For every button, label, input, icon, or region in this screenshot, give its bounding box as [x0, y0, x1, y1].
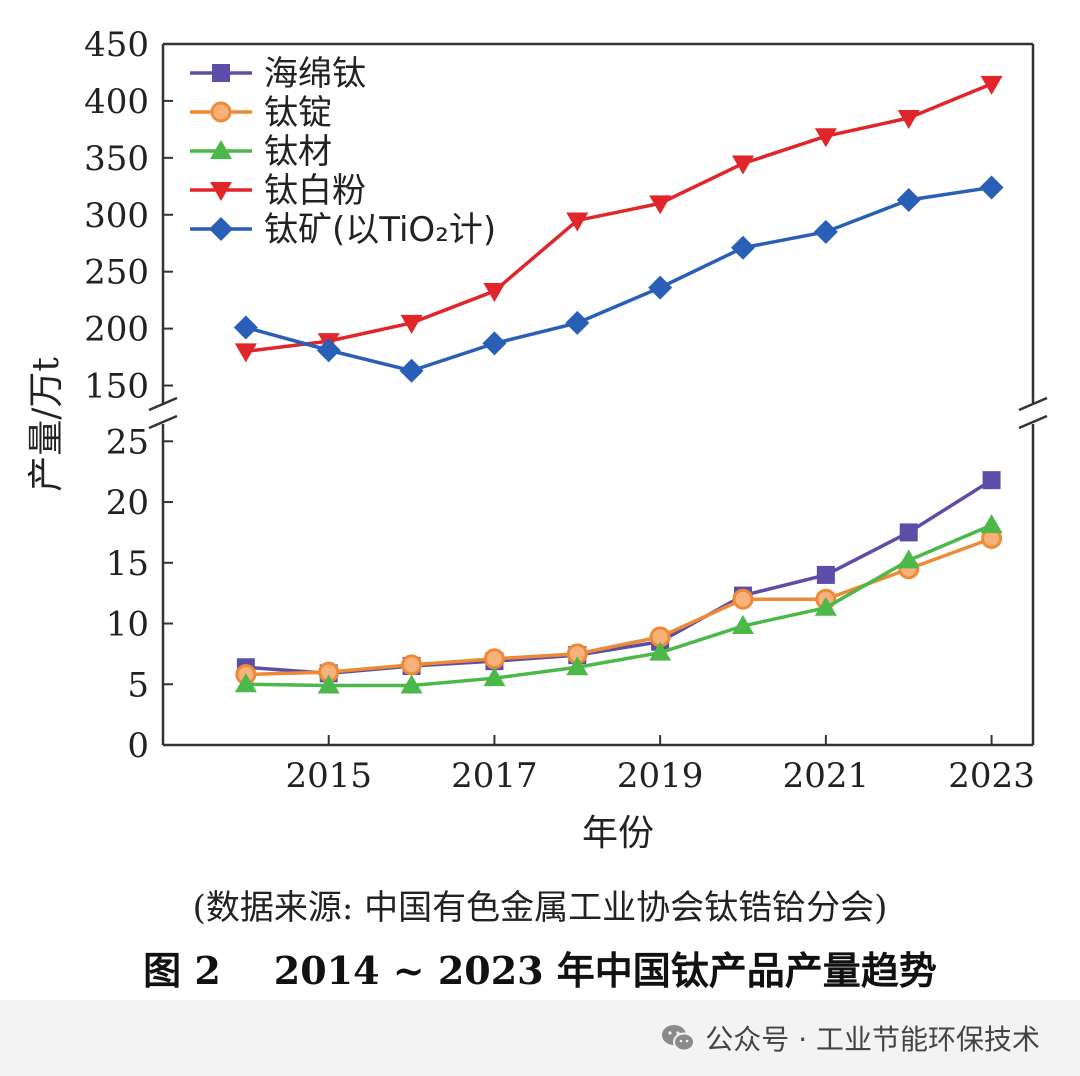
x-tick-label: 2023 — [948, 756, 1035, 796]
data-point — [814, 128, 837, 148]
data-point — [565, 310, 590, 335]
data-point — [210, 182, 232, 201]
legend-label: 海绵钛 — [264, 54, 366, 94]
legend-label: 钛材 — [264, 132, 332, 172]
data-point — [897, 549, 920, 569]
source-note: (数据来源: 中国有色金属工业协会钛锆铪分会) — [192, 888, 888, 928]
y-tick-label-lower: 10 — [106, 605, 149, 645]
data-point — [982, 471, 1001, 490]
y-tick-label-upper: 350 — [84, 139, 149, 179]
data-point — [732, 614, 754, 634]
y-tick-label-lower: 0 — [127, 726, 149, 766]
data-point — [400, 674, 423, 694]
axis-break-right-b — [1018, 414, 1048, 430]
data-point — [813, 219, 838, 244]
y-tick-label-lower: 25 — [106, 422, 149, 462]
data-point — [979, 175, 1004, 200]
data-point — [816, 565, 835, 584]
footer-bar: 公众号 · 工业节能环保技术 — [0, 1000, 1080, 1076]
chart: 150 200 250 300 350 400 450 0 5 10 15 20 25 2015 2017 2… — [26, 25, 1048, 854]
y-tick-label-upper: 250 — [84, 253, 149, 293]
legend-item: 钛白粉 — [190, 171, 366, 211]
data-point — [401, 654, 423, 676]
data-point — [400, 314, 423, 334]
axis-break-right-a — [1018, 396, 1048, 412]
y-tick-label-lower: 15 — [106, 544, 149, 584]
data-point — [234, 343, 257, 363]
series-line — [245, 82, 993, 354]
data-point — [483, 283, 506, 303]
legend-label: 钛白粉 — [264, 171, 366, 211]
legend-item: 海绵钛 — [190, 54, 366, 94]
series-line — [245, 523, 993, 688]
y-tick-label-upper: 400 — [84, 82, 149, 122]
series-line — [245, 536, 993, 677]
data-point — [649, 195, 672, 215]
data-point — [899, 523, 918, 542]
data-point — [980, 514, 1003, 534]
data-point — [897, 110, 920, 129]
data-point — [212, 64, 230, 82]
y-axis-title: 产量/万t — [26, 357, 67, 492]
x-tick-label: 2015 — [285, 756, 372, 796]
data-point — [980, 75, 1003, 95]
legend-label: 钛矿(以TiO₂计) — [264, 210, 496, 250]
data-point — [649, 641, 672, 661]
y-tick-label-upper: 150 — [84, 367, 149, 407]
data-point — [814, 596, 837, 616]
wechat-icon — [662, 1025, 696, 1052]
legend-item: 钛矿(以TiO₂计) — [190, 210, 496, 250]
data-point — [317, 674, 340, 694]
data-point — [233, 315, 258, 340]
x-tick-label: 2021 — [783, 756, 870, 796]
axis-break-left-b — [148, 414, 178, 430]
legend-label: 钛锭 — [264, 93, 332, 133]
data-point — [566, 656, 589, 676]
data-point — [566, 212, 589, 232]
data-point — [483, 667, 506, 687]
y-tick-label-lower: 5 — [127, 665, 149, 705]
axis-break-left-a — [148, 396, 178, 412]
x-tick-label: 2019 — [617, 756, 704, 796]
footer-account[interactable]: 公众号 · 工业节能环保技术 — [661, 1018, 1040, 1058]
x-axis-title: 年份 — [582, 813, 654, 854]
footer-text: 公众号 · 工业节能环保技术 — [705, 1023, 1040, 1056]
legend-item: 钛锭 — [190, 93, 332, 133]
y-tick-label-upper: 300 — [84, 196, 149, 236]
data-point — [210, 101, 232, 123]
data-point — [648, 275, 673, 300]
y-tick-label-lower: 20 — [106, 483, 149, 523]
data-point — [896, 187, 921, 212]
data-point — [732, 155, 754, 175]
data-point — [210, 140, 232, 159]
data-point — [209, 217, 233, 241]
data-point — [234, 673, 257, 693]
series-4 — [233, 175, 1004, 383]
data-point — [399, 358, 424, 383]
data-point — [316, 338, 341, 363]
figure-caption: 图 2 2014 ~ 2023 年中国钛产品产量趋势 — [143, 948, 937, 993]
data-point — [483, 648, 505, 670]
x-tick-label: 2017 — [451, 756, 538, 796]
data-point — [732, 588, 754, 610]
legend-item: 钛材 — [190, 132, 332, 172]
series-2 — [234, 514, 1003, 694]
data-point — [731, 235, 755, 260]
y-tick-label-upper: 200 — [84, 310, 149, 350]
data-point — [482, 331, 507, 356]
series-line — [245, 185, 992, 373]
y-tick-label-upper: 450 — [84, 25, 149, 65]
